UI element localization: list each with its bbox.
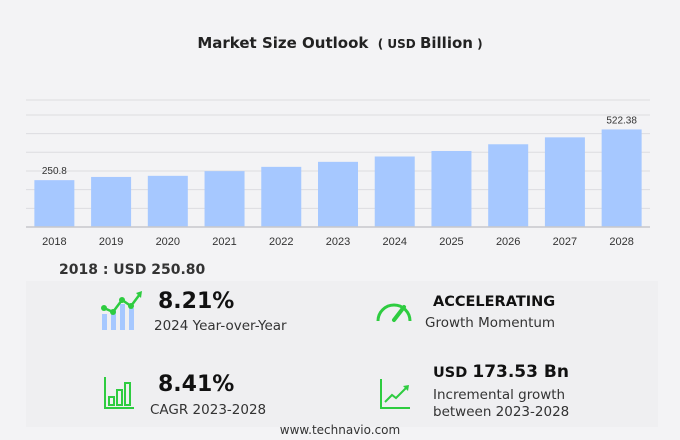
bar-2023: [318, 161, 358, 227]
x-tick-label: 2019: [99, 236, 123, 248]
data-label: 250.8: [42, 166, 67, 177]
x-tick-label: 2021: [212, 236, 236, 248]
x-tick-label: 2025: [439, 236, 463, 248]
incremental-value: USD 173.53 Bn: [433, 362, 569, 382]
yoy-label: 2024 Year-over-Year: [154, 318, 287, 334]
speedometer-icon: [375, 297, 413, 327]
cagr-value: 8.41%: [158, 372, 235, 397]
highlight-value: 2018 : USD 250.80: [59, 262, 206, 278]
chart-title: Market Size Outlook ( USD Billion ): [0, 34, 680, 52]
bar-2024: [374, 156, 415, 227]
yoy-value: 8.21%: [158, 289, 235, 314]
yoy-icon: [100, 290, 144, 336]
bar-2022: [261, 166, 302, 227]
x-tick-label: 2027: [553, 236, 577, 248]
x-tick-label: 2018: [42, 236, 66, 248]
trend-line-icon: [380, 379, 410, 413]
bar-2018: [34, 180, 75, 227]
x-tick-label: 2024: [382, 236, 406, 248]
bar-2027: [544, 137, 585, 227]
x-tick-label: 2023: [326, 236, 350, 248]
bar-2021: [204, 171, 245, 227]
bar-2020: [147, 175, 188, 227]
bar-2028: [601, 129, 642, 227]
title-unit: ( USD Billion ): [373, 34, 483, 52]
cagr-icon: [104, 377, 134, 413]
bar-2019: [91, 176, 132, 227]
cagr-label: CAGR 2023-2028: [150, 402, 267, 418]
x-tick-label: 2022: [269, 236, 293, 248]
bar-chart: 2018 250.8 2019 2020 2021 2022 2023 2024 2025 202…: [26, 99, 650, 248]
incremental-label: Incremental growth between 2023-2028: [433, 387, 570, 420]
x-tick-label: 2028: [609, 236, 633, 248]
bar-2026: [488, 144, 529, 227]
momentum-label: Growth Momentum: [425, 315, 556, 331]
bar-2025: [431, 150, 472, 227]
title-text: Market Size Outlook: [197, 34, 369, 52]
footer-url: www.technavio.com: [279, 423, 401, 437]
x-tick-label: 2020: [156, 236, 180, 248]
momentum-value: ACCELERATING: [433, 294, 556, 310]
data-label: 522.38: [606, 115, 637, 126]
x-tick-label: 2026: [496, 236, 520, 248]
